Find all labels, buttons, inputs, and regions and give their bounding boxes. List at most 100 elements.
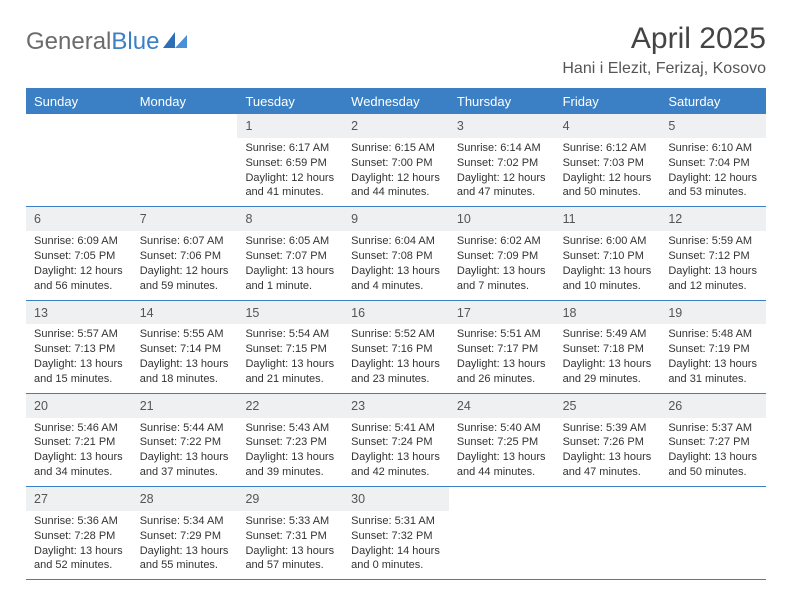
day-body: Sunrise: 5:59 AMSunset: 7:12 PMDaylight:… <box>660 231 766 299</box>
day-number: 15 <box>237 301 343 325</box>
sunset-line: Sunset: 7:05 PM <box>34 249 124 264</box>
daylight-line: Daylight: 13 hours and 50 minutes. <box>668 450 758 480</box>
day-number: 3 <box>449 114 555 138</box>
day-number: 29 <box>237 487 343 511</box>
calendar-day: 9 Sunrise: 6:04 AMSunset: 7:08 PMDaylight… <box>343 207 449 299</box>
sunset-line: Sunset: 7:00 PM <box>351 156 441 171</box>
day-body: Sunrise: 5:34 AMSunset: 7:29 PMDaylight:… <box>132 511 238 579</box>
daylight-line: Daylight: 12 hours and 59 minutes. <box>140 264 230 294</box>
daylight-line: Daylight: 13 hours and 10 minutes. <box>563 264 653 294</box>
sunset-line: Sunset: 7:32 PM <box>351 529 441 544</box>
day-body: Sunrise: 5:33 AMSunset: 7:31 PMDaylight:… <box>237 511 343 579</box>
calendar-day: 3Sunrise: 6:14 AMSunset: 7:02 PMDaylight… <box>449 114 555 206</box>
sunrise-line: Sunrise: 5:55 AM <box>140 327 230 342</box>
day-body: Sunrise: 5:51 AMSunset: 7:17 PMDaylight:… <box>449 324 555 392</box>
brand-part1: General <box>26 28 111 56</box>
sunset-line: Sunset: 7:24 PM <box>351 435 441 450</box>
sunset-line: Sunset: 7:15 PM <box>245 342 335 357</box>
daylight-line: Daylight: 13 hours and 42 minutes. <box>351 450 441 480</box>
sunrise-line: Sunrise: 6:10 AM <box>668 141 758 156</box>
day-number: 26 <box>660 394 766 418</box>
day-number: 17 <box>449 301 555 325</box>
sunrise-line: Sunrise: 5:51 AM <box>457 327 547 342</box>
daylight-line: Daylight: 12 hours and 56 minutes. <box>34 264 124 294</box>
day-body: Sunrise: 5:52 AMSunset: 7:16 PMDaylight:… <box>343 324 449 392</box>
month-title: April 2025 <box>562 22 766 56</box>
sunset-line: Sunset: 7:17 PM <box>457 342 547 357</box>
calendar-day: 8Sunrise: 6:05 AMSunset: 7:07 PMDaylight… <box>237 207 343 299</box>
calendar-day: 28Sunrise: 5:34 AMSunset: 7:29 PMDayligh… <box>132 487 238 579</box>
sunrise-line: Sunrise: 6:17 AM <box>245 141 335 156</box>
daylight-line: Daylight: 13 hours and 29 minutes. <box>563 357 653 387</box>
calendar-day: 14Sunrise: 5:55 AMSunset: 7:14 PMDayligh… <box>132 301 238 393</box>
page-header: GeneralBlue April 2025 Hani i Elezit, Fe… <box>26 22 766 78</box>
day-number: 12 <box>660 207 766 231</box>
calendar-week: 20Sunrise: 5:46 AMSunset: 7:21 PMDayligh… <box>26 394 766 487</box>
sunrise-line: Sunrise: 5:46 AM <box>34 421 124 436</box>
calendar-day: 23Sunrise: 5:41 AMSunset: 7:24 PMDayligh… <box>343 394 449 486</box>
daylight-line: Daylight: 13 hours and 47 minutes. <box>563 450 653 480</box>
day-number: 6 <box>26 207 132 231</box>
sunset-line: Sunset: 7:25 PM <box>457 435 547 450</box>
sunrise-line: Sunrise: 6:04 AM <box>351 234 441 249</box>
sunrise-line: Sunrise: 5:54 AM <box>245 327 335 342</box>
sunrise-line: Sunrise: 5:44 AM <box>140 421 230 436</box>
sunset-line: Sunset: 7:16 PM <box>351 342 441 357</box>
day-body: Sunrise: 5:55 AMSunset: 7:14 PMDaylight:… <box>132 324 238 392</box>
weekday-header: Wednesday <box>343 88 449 114</box>
calendar-day: 10Sunrise: 6:02 AMSunset: 7:09 PMDayligh… <box>449 207 555 299</box>
sunset-line: Sunset: 7:13 PM <box>34 342 124 357</box>
weekday-header: Friday <box>555 88 661 114</box>
daylight-line: Daylight: 13 hours and 55 minutes. <box>140 544 230 574</box>
calendar-day: 0 <box>26 114 132 206</box>
daylight-line: Daylight: 14 hours and 0 minutes. <box>351 544 441 574</box>
sunset-line: Sunset: 7:21 PM <box>34 435 124 450</box>
daylight-line: Daylight: 13 hours and 12 minutes. <box>668 264 758 294</box>
day-number: 28 <box>132 487 238 511</box>
daylight-line: Daylight: 12 hours and 44 minutes. <box>351 171 441 201</box>
sunset-line: Sunset: 7:04 PM <box>668 156 758 171</box>
weekday-header-row: SundayMondayTuesdayWednesdayThursdayFrid… <box>26 88 766 114</box>
day-body: Sunrise: 6:12 AMSunset: 7:03 PMDaylight:… <box>555 138 661 206</box>
daylight-line: Daylight: 12 hours and 41 minutes. <box>245 171 335 201</box>
daylight-line: Daylight: 13 hours and 4 minutes. <box>351 264 441 294</box>
daylight-line: Daylight: 12 hours and 47 minutes. <box>457 171 547 201</box>
calendar-day: 0 <box>555 487 661 579</box>
day-body: Sunrise: 6:14 AMSunset: 7:02 PMDaylight:… <box>449 138 555 206</box>
day-body: Sunrise: 6:15 AMSunset: 7:00 PMDaylight:… <box>343 138 449 206</box>
calendar-day: 22Sunrise: 5:43 AMSunset: 7:23 PMDayligh… <box>237 394 343 486</box>
day-body: Sunrise: 6:05 AMSunset: 7:07 PMDaylight:… <box>237 231 343 299</box>
daylight-line: Daylight: 12 hours and 53 minutes. <box>668 171 758 201</box>
day-body: Sunrise: 6:07 AMSunset: 7:06 PMDaylight:… <box>132 231 238 299</box>
day-body: Sunrise: 5:40 AMSunset: 7:25 PMDaylight:… <box>449 418 555 486</box>
calendar-day: 19Sunrise: 5:48 AMSunset: 7:19 PMDayligh… <box>660 301 766 393</box>
sunset-line: Sunset: 7:10 PM <box>563 249 653 264</box>
sunset-line: Sunset: 7:19 PM <box>668 342 758 357</box>
day-number: 9 <box>343 207 449 231</box>
day-number: 19 <box>660 301 766 325</box>
day-body: Sunrise: 5:49 AMSunset: 7:18 PMDaylight:… <box>555 324 661 392</box>
sunrise-line: Sunrise: 5:33 AM <box>245 514 335 529</box>
title-block: April 2025 Hani i Elezit, Ferizaj, Kosov… <box>562 22 766 78</box>
sunset-line: Sunset: 7:07 PM <box>245 249 335 264</box>
calendar-day: 4Sunrise: 6:12 AMSunset: 7:03 PMDaylight… <box>555 114 661 206</box>
calendar-day: 0 <box>132 114 238 206</box>
calendar-day: 29Sunrise: 5:33 AMSunset: 7:31 PMDayligh… <box>237 487 343 579</box>
daylight-line: Daylight: 13 hours and 31 minutes. <box>668 357 758 387</box>
calendar-day: 27Sunrise: 5:36 AMSunset: 7:28 PMDayligh… <box>26 487 132 579</box>
calendar-day: 16Sunrise: 5:52 AMSunset: 7:16 PMDayligh… <box>343 301 449 393</box>
day-body: Sunrise: 6:10 AMSunset: 7:04 PMDaylight:… <box>660 138 766 206</box>
brand-mark-icon <box>163 27 189 55</box>
daylight-line: Daylight: 13 hours and 39 minutes. <box>245 450 335 480</box>
day-body: Sunrise: 6:17 AMSunset: 6:59 PMDaylight:… <box>237 138 343 206</box>
sunrise-line: Sunrise: 5:40 AM <box>457 421 547 436</box>
calendar-day: 6Sunrise: 6:09 AMSunset: 7:05 PMDaylight… <box>26 207 132 299</box>
weekday-header: Thursday <box>449 88 555 114</box>
sunset-line: Sunset: 7:08 PM <box>351 249 441 264</box>
day-number: 25 <box>555 394 661 418</box>
day-body: Sunrise: 5:48 AMSunset: 7:19 PMDaylight:… <box>660 324 766 392</box>
calendar-day: 12Sunrise: 5:59 AMSunset: 7:12 PMDayligh… <box>660 207 766 299</box>
daylight-line: Daylight: 13 hours and 21 minutes. <box>245 357 335 387</box>
day-body: Sunrise: 5:44 AMSunset: 7:22 PMDaylight:… <box>132 418 238 486</box>
brand-part2: Blue <box>111 28 159 56</box>
